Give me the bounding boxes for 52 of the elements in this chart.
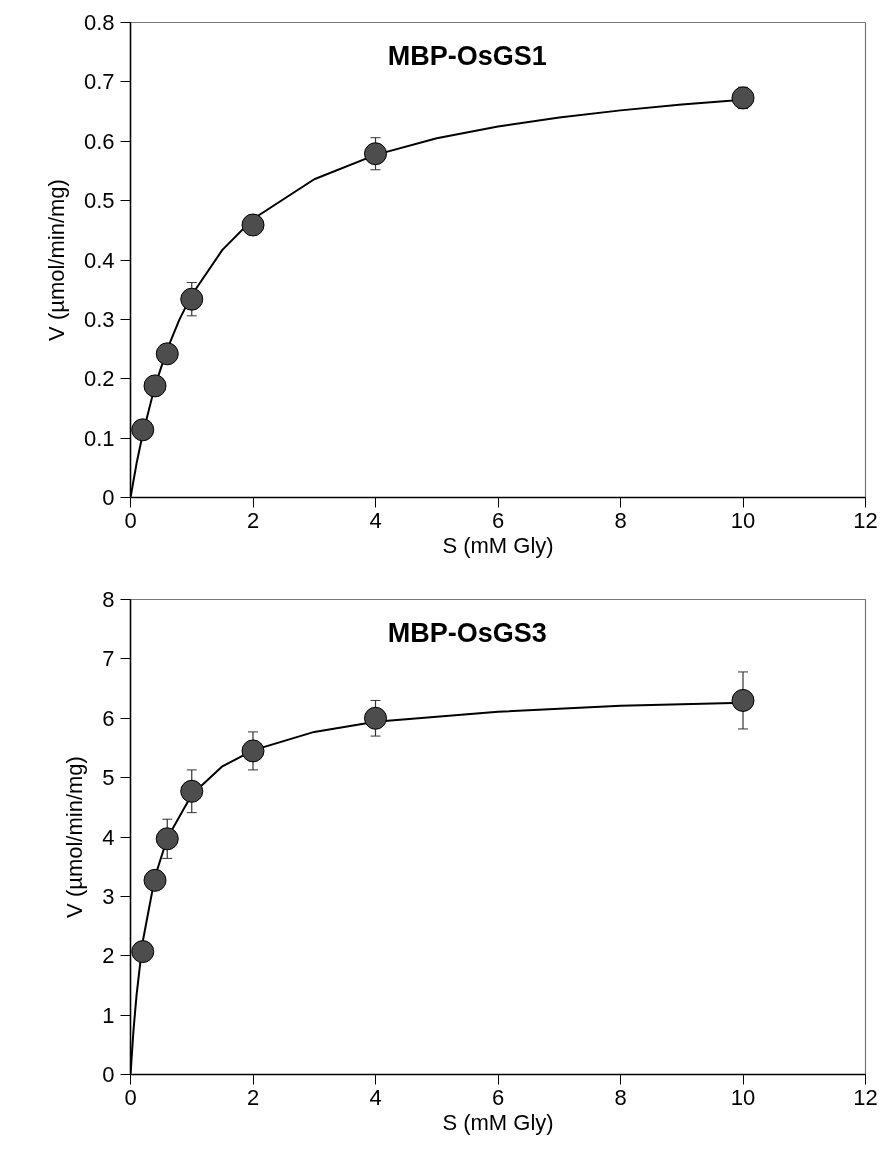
text: MBP-OsGS3: [387, 617, 547, 648]
x-tick-label: 10: [730, 1084, 756, 1110]
y-tick-label: 0.1: [83, 425, 115, 451]
x-tick-label: 2: [246, 507, 260, 533]
point: [241, 213, 265, 237]
x-tick-label: 4: [369, 507, 382, 533]
y-axis-title: V (µmol/min/mg): [43, 179, 69, 341]
point: [155, 342, 179, 366]
point: [364, 142, 387, 166]
x-axis-title: S (mM Gly): [442, 1109, 554, 1135]
y-tick-label: 5: [102, 765, 115, 791]
y-tick-label: 0: [102, 1062, 115, 1087]
x-tick-label: 12: [853, 1084, 878, 1110]
y-tick-label: 0.3: [83, 306, 115, 332]
x-tick-label: 6: [491, 1084, 505, 1110]
x-tick-label: 0: [124, 1084, 137, 1110]
y-tick-label: 6: [102, 705, 115, 731]
y-tick-label: 0.7: [83, 69, 115, 95]
x-tick-label: 4: [369, 1084, 382, 1110]
point: [131, 940, 155, 964]
y-tick-label: 0.4: [83, 247, 115, 273]
point: [241, 739, 265, 763]
y-tick-label: 7: [102, 646, 115, 672]
y-tick-label: 0: [102, 485, 115, 510]
x-tick-label: 0: [124, 507, 137, 533]
x-tick-label: 8: [614, 1084, 627, 1110]
point: [731, 688, 755, 712]
text: MBP-OsGS1: [387, 40, 547, 71]
y-axis-title: V (µmol/min/mg): [62, 756, 88, 918]
y-tick-label: 8: [102, 587, 115, 612]
y-tick-label: 1: [102, 1002, 115, 1028]
point: [180, 287, 204, 311]
point: [131, 418, 155, 442]
y-tick-label: 2: [102, 943, 115, 969]
x-tick-label: 10: [730, 507, 756, 533]
x-tick-label: 6: [491, 507, 505, 533]
x-tick-label: 8: [614, 507, 627, 533]
x-tick-label: 2: [246, 1084, 260, 1110]
point: [155, 827, 179, 851]
y-tick-label: 0.8: [83, 10, 115, 35]
y-tick-label: 0.5: [83, 188, 115, 214]
y-tick-label: 0.6: [83, 128, 115, 154]
point: [364, 706, 387, 730]
x-tick-label: 12: [853, 507, 878, 533]
y-tick-label: 4: [102, 824, 115, 850]
point: [143, 868, 167, 892]
point: [180, 779, 204, 803]
y-tick-label: 3: [102, 883, 115, 909]
y-tick-label: 0.2: [83, 366, 115, 392]
point: [731, 86, 755, 110]
point: [143, 374, 167, 398]
x-axis-title: S (mM Gly): [442, 532, 554, 558]
